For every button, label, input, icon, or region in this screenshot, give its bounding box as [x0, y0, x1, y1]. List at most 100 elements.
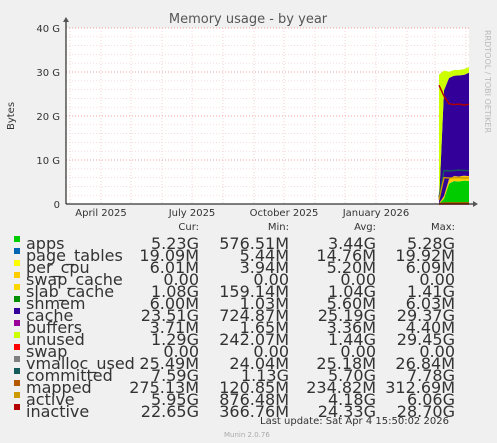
legend-avg: 5.60M [326, 294, 376, 313]
legend-max: 6.06G [406, 390, 455, 409]
legend-avg: 5.20M [326, 258, 376, 277]
legend-max: 5.28G [406, 234, 455, 253]
grid [66, 27, 469, 205]
legend-avg: 5.70G [327, 366, 376, 385]
legend-max: 7.78G [406, 366, 455, 385]
y-axis-label: Bytes [6, 102, 17, 130]
legend-avg: 3.44G [327, 234, 376, 253]
last-update: Last update: Sat Apr 4 15:50:02 2026 [260, 416, 449, 427]
legend-name: page_tables [26, 246, 123, 265]
legend-min: 0.00 [253, 270, 289, 289]
legend-min: 1.13G [240, 366, 289, 385]
legend-max: 19.92M [395, 246, 455, 265]
legend-row: inactive 22.65G 366.76M 24.33G 28.70G [0, 402, 497, 421]
legend-min: 1.03M [239, 294, 289, 313]
legend-cur: 22.65G [140, 402, 199, 421]
legend-swatch [14, 368, 20, 374]
legend-max: 1.41G [406, 282, 455, 301]
legend-swatch [14, 236, 20, 242]
legend-avg: 25.19G [317, 306, 376, 325]
legend-avg: 24.33G [317, 402, 376, 421]
legend-name: slab_cache [26, 282, 115, 301]
memory-chart: 0 10 G 20 G 30 G 40 G April 2025 July 2025 Octo… [6, 12, 492, 219]
legend-min: 3.94M [239, 258, 289, 277]
legend-min: 1.65M [239, 318, 289, 337]
legend-avg: 14.76M [316, 246, 376, 265]
legend-name: vmalloc_used [26, 354, 135, 373]
area-unused [439, 66, 469, 203]
area-apps [439, 180, 469, 204]
legend-row: vmalloc_used 25.49M 24.04M 25.18M 26.84M [0, 354, 497, 373]
line-active [438, 176, 470, 200]
legend-cur: 6.00M [149, 294, 199, 313]
legend-swatch [14, 284, 20, 290]
legend-row: buffers 3.71M 1.65M 3.36M 4.40M [0, 318, 497, 337]
legend-min: 576.51M [219, 234, 289, 253]
legend-name: mapped [26, 378, 92, 397]
legend-swatch [14, 296, 20, 302]
rrdtool-watermark: RRDTOOL / TOBI OETIKER [483, 30, 492, 133]
line-committed [438, 169, 469, 198]
legend-swatch [14, 308, 20, 314]
axes: 0 10 G 20 G 30 G 40 G April 2025 July 2025 Octo… [36, 17, 478, 219]
legend-max: 0.00 [419, 270, 455, 289]
y-tick-label: 40 G [36, 24, 60, 35]
legend-max: 312.69M [385, 378, 455, 397]
series-areas [439, 66, 469, 204]
header-min: Min: [267, 222, 289, 233]
legend-name: swap [26, 342, 68, 361]
line-mapped [438, 202, 470, 205]
legend-avg: 234.82M [306, 378, 376, 397]
legend-header: Cur: Min: Avg: Max: [0, 222, 497, 234]
legend-cur: 1.29G [150, 330, 199, 349]
legend-max: 26.84M [395, 354, 455, 373]
legend-max: 0.00 [419, 342, 455, 361]
legend-name: inactive [26, 402, 90, 421]
legend-cur: 19.09M [139, 246, 199, 265]
legend-max: 4.40M [405, 318, 455, 337]
legend-max: 6.03M [405, 294, 455, 313]
legend-min: 5.44M [239, 246, 289, 265]
legend-row: per_cpu 6.01M 3.94M 5.20M 6.09M [0, 258, 497, 277]
legend-cur: 6.01M [149, 258, 199, 277]
legend-row: unused 1.29G 242.07M 1.44G 29.45G [0, 330, 497, 349]
legend-row: swap_cache 0.00 0.00 0.00 0.00 [0, 270, 497, 289]
legend-row: committed 7.59G 1.13G 5.70G 7.78G [0, 366, 497, 385]
legend-name: apps [26, 234, 65, 253]
legend-row: mapped 275.13M 120.85M 234.82M 312.69M [0, 378, 497, 397]
legend-swatch [14, 356, 20, 362]
legend-cur: 5.23G [150, 234, 199, 253]
legend-swatch [14, 380, 20, 386]
legend-cur: 5.95G [150, 390, 199, 409]
legend-row: page_tables 19.09M 5.44M 14.76M 19.92M [0, 246, 497, 265]
legend-min: 724.87M [219, 306, 289, 325]
legend-max: 29.37G [396, 306, 455, 325]
legend-swatch [14, 320, 20, 326]
legend-name: active [26, 390, 75, 409]
legend-cur: 275.13M [129, 378, 199, 397]
legend-row: apps 5.23G 576.51M 3.44G 5.28G [0, 234, 497, 253]
y-tick-label: 20 G [36, 112, 60, 123]
legend-name: swap_cache [26, 270, 123, 289]
legend-max: 29.45G [396, 330, 455, 349]
legend-max: 28.70G [396, 402, 455, 421]
legend-cur: 1.08G [150, 282, 199, 301]
legend-name: per_cpu [26, 258, 90, 277]
legend-min: 242.07M [219, 330, 289, 349]
legend-name: committed [26, 366, 113, 385]
legend-swatch [14, 332, 20, 338]
legend-avg: 3.36M [326, 318, 376, 337]
legend-swatch [14, 272, 20, 278]
legend-avg: 4.18G [327, 390, 376, 409]
x-tick-label: January 2026 [342, 208, 410, 219]
legend-swatch [14, 248, 20, 254]
legend-cur: 23.51G [140, 306, 199, 325]
legend-name: buffers [26, 318, 83, 337]
legend-name: cache [26, 306, 74, 325]
legend-cur: 0.00 [163, 270, 199, 289]
legend-avg: 1.44G [327, 330, 376, 349]
header-avg: Avg: [354, 222, 376, 233]
header-max: Max: [430, 222, 455, 233]
x-axis-arrow [473, 201, 478, 207]
legend-cur: 0.00 [163, 342, 199, 361]
